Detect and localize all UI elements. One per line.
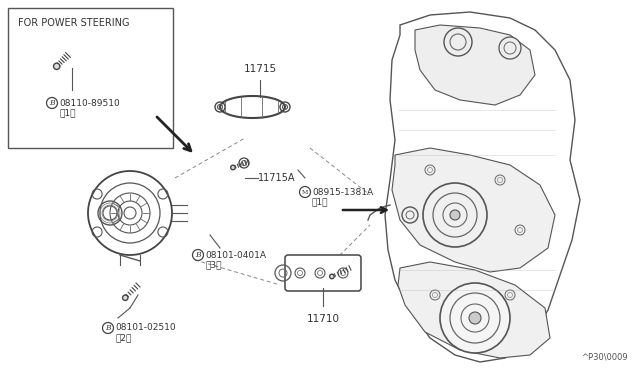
Text: B: B bbox=[49, 99, 55, 107]
Circle shape bbox=[450, 210, 460, 220]
Text: M: M bbox=[302, 189, 308, 195]
Circle shape bbox=[54, 63, 60, 70]
Text: 11710: 11710 bbox=[307, 314, 339, 324]
PathPatch shape bbox=[415, 25, 535, 105]
Circle shape bbox=[499, 37, 521, 59]
Circle shape bbox=[444, 28, 472, 56]
PathPatch shape bbox=[385, 12, 580, 362]
Text: （2）: （2） bbox=[115, 334, 131, 343]
Text: B: B bbox=[195, 251, 201, 259]
Text: ^P30\0009: ^P30\0009 bbox=[581, 353, 628, 362]
Circle shape bbox=[440, 283, 510, 353]
Text: B: B bbox=[105, 324, 111, 332]
Text: （3）: （3） bbox=[205, 260, 221, 269]
Text: 08101-0401A: 08101-0401A bbox=[205, 250, 266, 260]
PathPatch shape bbox=[392, 148, 555, 272]
Circle shape bbox=[469, 312, 481, 324]
PathPatch shape bbox=[398, 262, 550, 358]
Text: 11715: 11715 bbox=[243, 64, 276, 74]
FancyBboxPatch shape bbox=[285, 255, 361, 291]
Text: 08915-1381A: 08915-1381A bbox=[312, 187, 373, 196]
Circle shape bbox=[123, 295, 128, 301]
Text: 08101-02510: 08101-02510 bbox=[115, 324, 175, 333]
Bar bbox=[8, 8, 173, 148]
Text: （1）: （1） bbox=[312, 198, 328, 206]
Text: FOR POWER STEERING: FOR POWER STEERING bbox=[18, 18, 129, 28]
Text: 08110-89510: 08110-89510 bbox=[59, 99, 120, 108]
Circle shape bbox=[230, 165, 236, 170]
Text: （1）: （1） bbox=[59, 109, 76, 118]
Circle shape bbox=[330, 274, 334, 279]
Text: 11715A: 11715A bbox=[258, 173, 296, 183]
